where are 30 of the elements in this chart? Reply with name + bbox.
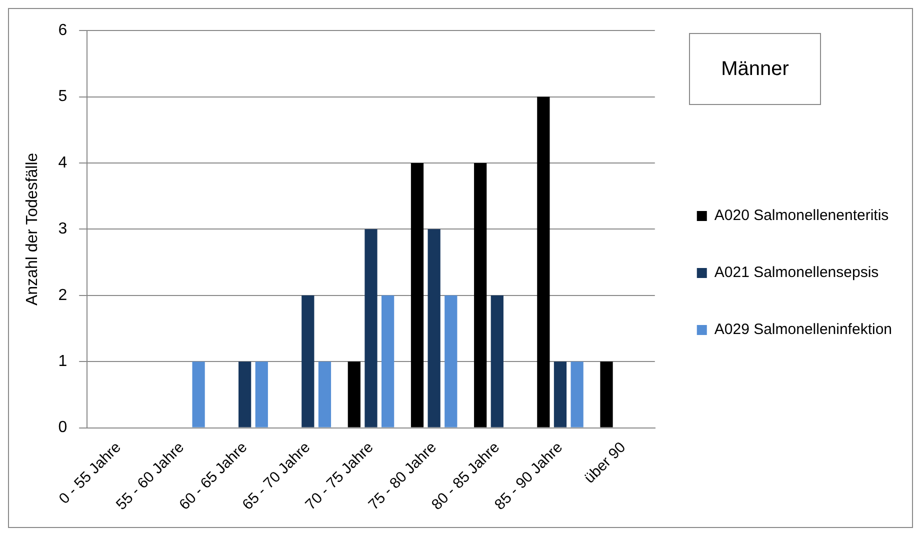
- bar: [410, 162, 424, 428]
- y-tick-label: 3: [58, 220, 68, 238]
- bar: [382, 295, 394, 428]
- bar: [600, 362, 613, 428]
- bar: [554, 362, 567, 428]
- bar: [238, 362, 252, 428]
- bar: [192, 362, 205, 428]
- bar: [474, 162, 487, 428]
- x-tick-label: über 90: [581, 438, 630, 487]
- legend-label: A021 Salmonellensepsis: [714, 264, 879, 282]
- text: Männer: [689, 33, 821, 105]
- bar: [255, 362, 268, 428]
- bar: [537, 96, 550, 428]
- y-tick-label: 4: [58, 154, 68, 172]
- y-tick-label: 6: [58, 22, 68, 40]
- bar: [428, 229, 440, 428]
- bar: [348, 362, 360, 428]
- y-tick-label: 5: [58, 88, 68, 106]
- y-tick-label: 1: [58, 352, 68, 370]
- bar: [444, 295, 458, 428]
- y-axis-title: Anzahl der Todesfälle: [24, 152, 42, 306]
- legend-label: A020 Salmonellenenteritis: [714, 207, 889, 224]
- bar: [302, 295, 314, 428]
- legend-label: A029 Salmonelleninfektion: [714, 321, 892, 338]
- y-tick-label: 2: [58, 286, 68, 304]
- bar: [318, 362, 332, 428]
- bar: [490, 295, 504, 428]
- bar: [364, 229, 378, 428]
- y-tick-label: 0: [58, 419, 68, 436]
- bar: [570, 362, 584, 428]
